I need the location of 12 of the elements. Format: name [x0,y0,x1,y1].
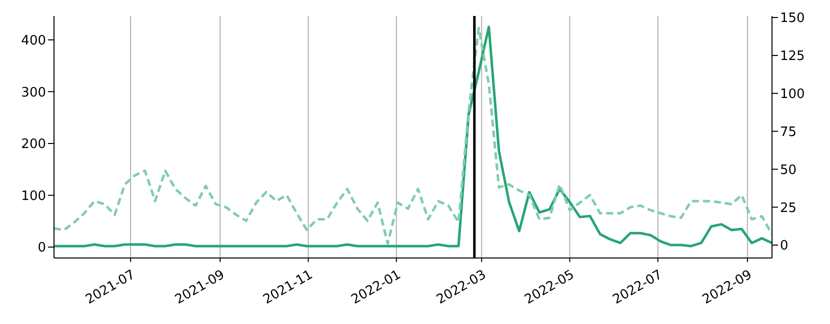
y-tick-label: 400 [21,33,46,48]
y2-tick-label: 0 [780,238,788,254]
y-tick-label: 0 [38,240,46,256]
y2-tick-label: 150 [780,11,805,26]
y2-tick-label: 125 [780,49,805,64]
y-tick-label: 300 [21,85,46,100]
y2-tick-label: 50 [780,162,797,178]
y-tick-label: 200 [21,137,46,152]
y2-tick-label: 100 [780,86,805,102]
y2-tick-label: 25 [780,200,797,216]
y2-tick-label: 75 [780,124,797,140]
y-tick-label: 100 [21,188,46,204]
